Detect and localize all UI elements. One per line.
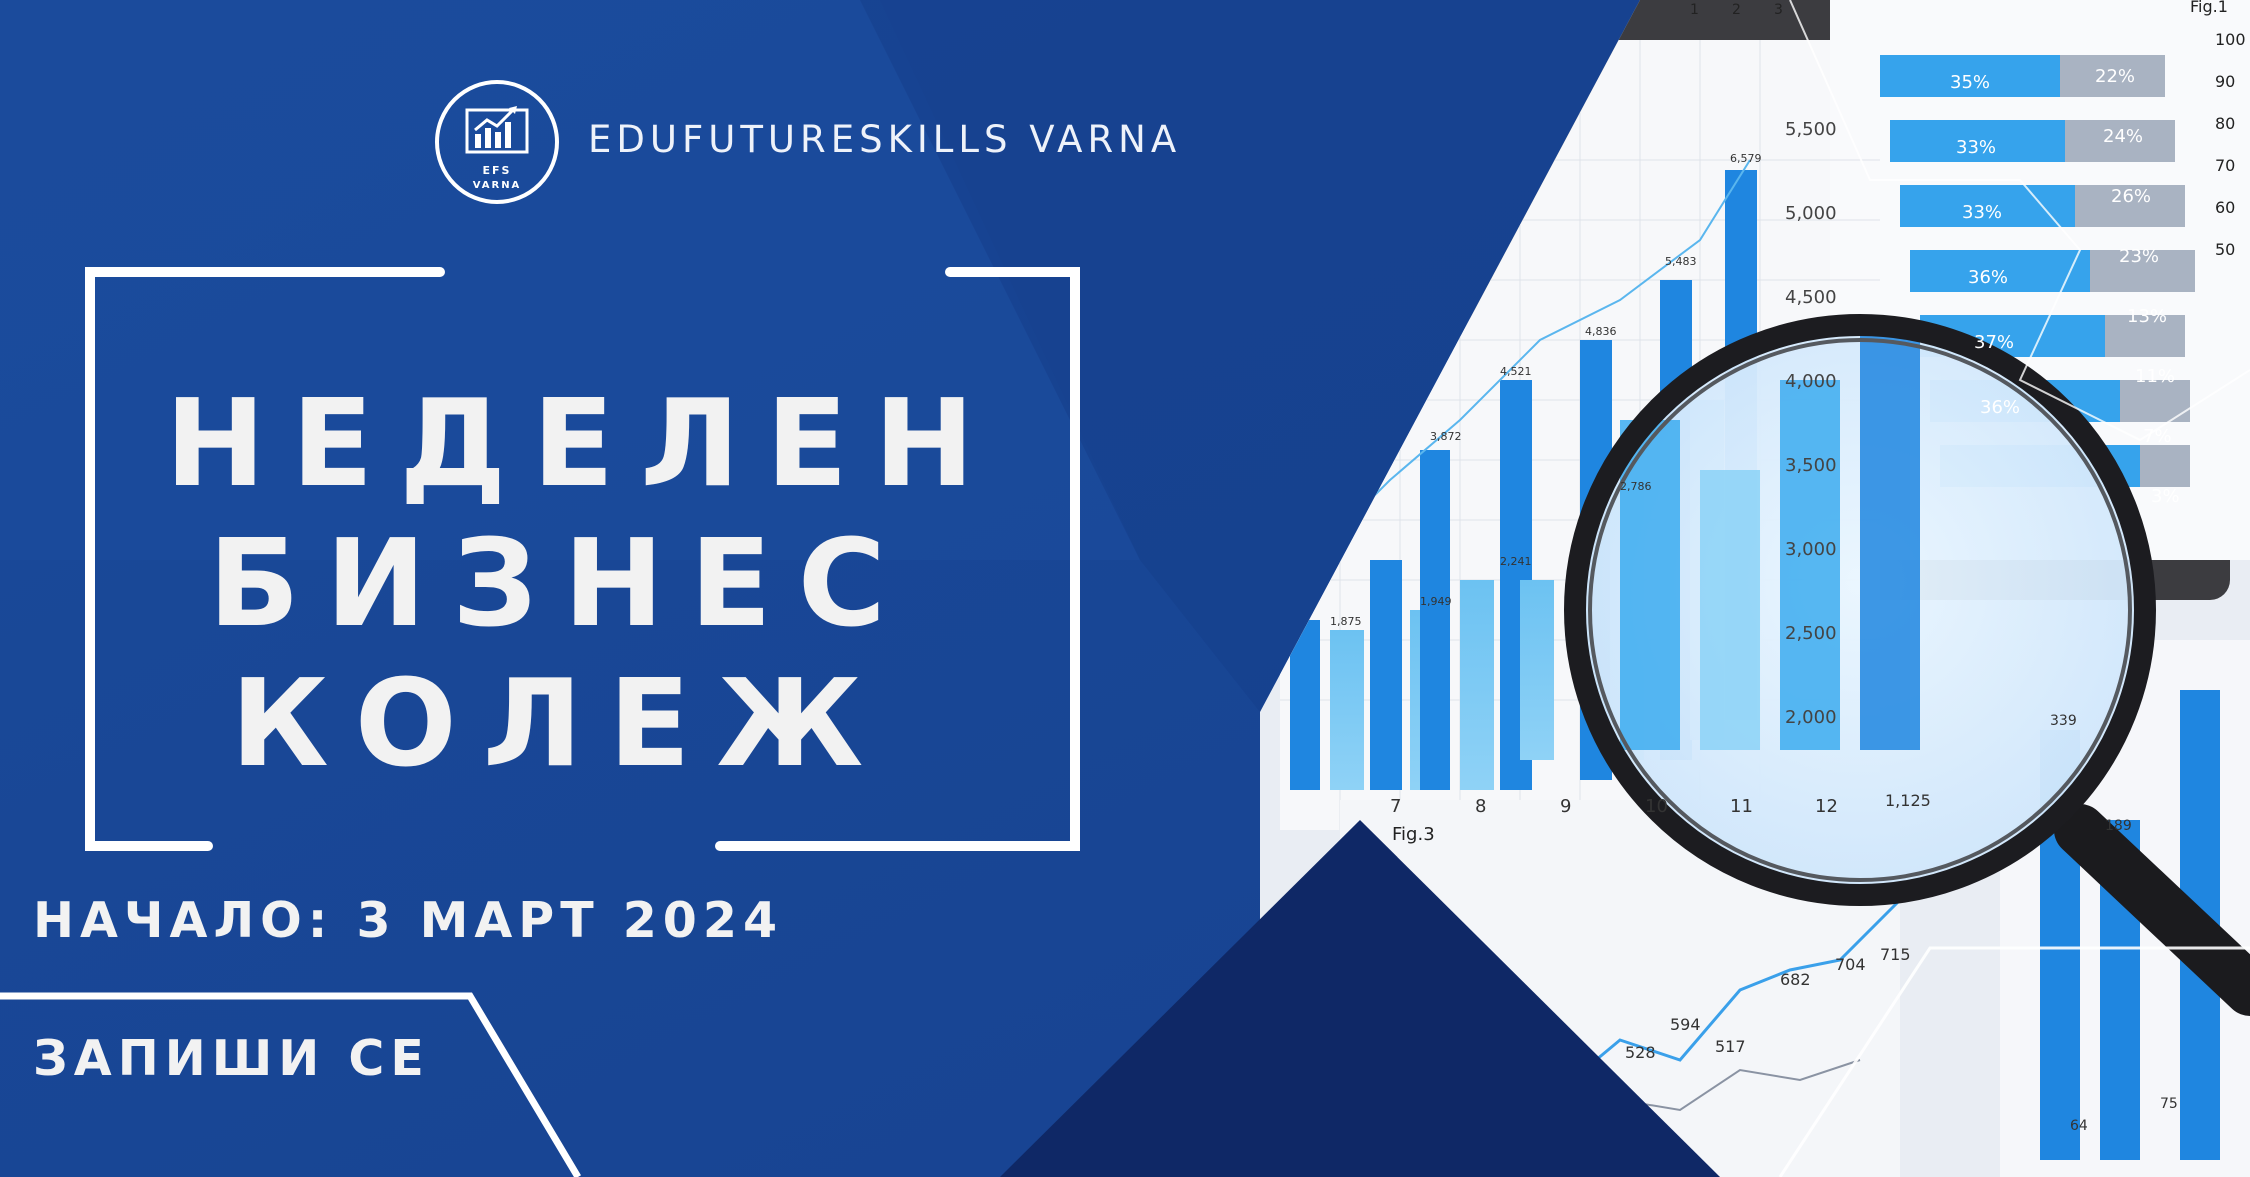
right-scale-label: 80: [2215, 114, 2235, 133]
y-tick-label: 2,500: [1785, 623, 1837, 644]
chart-logo-icon: EFS VARNA: [435, 80, 559, 204]
fig3-label: Fig.3: [1392, 824, 1435, 845]
headline-frame: [85, 267, 1080, 851]
lower-right-value-label: 75: [2160, 1096, 2178, 1112]
cta-outline: [0, 992, 582, 1177]
navy-triangle: [1000, 820, 1720, 1177]
percent-label-left: 36%: [1980, 397, 2020, 418]
headline-line-3: КОЛЕЖ: [230, 655, 890, 794]
percent-label-right: 22%: [2095, 66, 2135, 87]
x-tick-label: 7: [1390, 796, 1401, 817]
percent-label-left: 37%: [1974, 332, 2014, 353]
percent-label-right: 23%: [2119, 246, 2159, 267]
y-tick-label: 4,000: [1785, 371, 1837, 392]
bar-value-label: 5,483: [1665, 255, 1697, 268]
bar-value-label: 1,949: [1420, 595, 1452, 608]
y-tick-label: 4,500: [1785, 287, 1837, 308]
percent-label-left: 33%: [1962, 202, 2002, 223]
logo-text-bottom: VARNA: [473, 180, 522, 191]
y-tick-label: 3,500: [1785, 455, 1837, 476]
lower-right-value-label: 339: [2050, 713, 2077, 729]
logo-text-top: EFS: [483, 164, 512, 177]
x-tick-label: 11: [1730, 796, 1753, 817]
y-tick-label: 5,500: [1785, 119, 1837, 140]
top-tick-label: 2: [1732, 2, 1741, 18]
percent-label-right: 11%: [2135, 366, 2175, 387]
right-scale-label: 100: [2215, 30, 2246, 49]
percent-label-left: 33%: [1956, 137, 1996, 158]
percent-label-right: 24%: [2103, 126, 2143, 147]
lower-right-value-label: 64: [2070, 1118, 2088, 1134]
bar-value-label: 2,786: [1620, 480, 1652, 493]
brand-logo: EFS VARNA: [433, 78, 561, 206]
headline-line-1: НЕДЕЛЕН: [165, 375, 1001, 514]
headline-line-2: БИЗНЕС: [208, 515, 912, 654]
line-value-label: 715: [1880, 945, 1911, 964]
y-tick-label: 5,000: [1785, 203, 1837, 224]
percent-label-right: 3%: [2151, 486, 2180, 507]
percent-label-left: 36%: [1968, 267, 2008, 288]
percent-label-left: 35%: [1950, 72, 1990, 93]
line-value-label: 528: [1625, 1043, 1656, 1062]
right-scale-label: 50: [2215, 240, 2235, 259]
percent-label-right: 13%: [2127, 306, 2167, 327]
bar-value-label: 6,579: [1730, 152, 1762, 165]
line-value-label: 1,125: [1885, 791, 1931, 810]
top-tick-label: 3: [1774, 2, 1783, 18]
right-scale-label: 60: [2215, 198, 2235, 217]
bar-value-label: 4,521: [1500, 365, 1532, 378]
right-scale-label: 90: [2215, 72, 2235, 91]
start-date: НАЧАЛО: 3 МАРТ 2024: [33, 892, 784, 949]
top-tick-label: 1: [1690, 2, 1699, 18]
signup-button-label[interactable]: ЗАПИШИ СЕ: [33, 1030, 430, 1087]
photo-chart-labels: 1,875 1,949 2,241 2,786 3,872 4,521 4,836 5,483…: [1330, 0, 2246, 1134]
brand-name: EDUFUTURESKILLS VARNA: [588, 118, 1182, 161]
panel-facet: [0, 0, 1140, 560]
x-tick-label: 12: [1815, 796, 1838, 817]
fig1-label: Fig.1: [2190, 0, 2228, 16]
x-tick-label: 10: [1645, 796, 1668, 817]
right-scale-label: 70: [2215, 156, 2235, 175]
x-tick-label: 8: [1475, 796, 1486, 817]
bar-value-label: 1,875: [1330, 615, 1362, 628]
decor-corner-line: [1778, 946, 2250, 1177]
y-tick-label: 3,000: [1785, 539, 1837, 560]
decor-lines: [1789, 0, 2250, 442]
lower-right-value-label: 189: [2105, 818, 2132, 834]
percent-label-right: 7%: [2143, 426, 2172, 447]
charts-photo: [1260, 0, 2250, 1177]
percent-label-right: 26%: [2111, 186, 2151, 207]
line-value-label: 594: [1670, 1015, 1701, 1034]
bar-value-label: 2,241: [1500, 555, 1532, 568]
bar-value-label: 3,872: [1430, 430, 1462, 443]
y-tick-label: 2,000: [1785, 707, 1837, 728]
x-tick-label: 9: [1560, 796, 1571, 817]
line-value-label: 517: [1715, 1037, 1746, 1056]
bar-value-label: 4,836: [1585, 325, 1617, 338]
panel-facet-dark: [860, 0, 1640, 712]
line-value-label: 704: [1835, 955, 1866, 974]
line-value-label: 682: [1780, 970, 1811, 989]
